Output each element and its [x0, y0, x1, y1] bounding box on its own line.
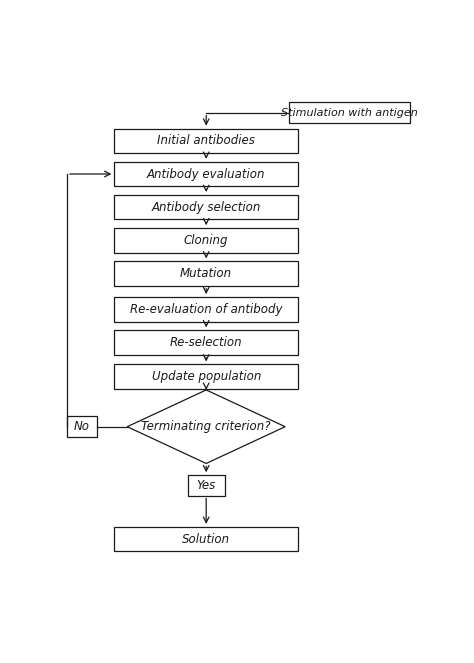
- FancyBboxPatch shape: [114, 297, 298, 322]
- Text: Re-selection: Re-selection: [170, 336, 243, 349]
- FancyBboxPatch shape: [114, 162, 298, 186]
- FancyBboxPatch shape: [114, 330, 298, 355]
- Text: Solution: Solution: [182, 532, 230, 546]
- Text: Terminating criterion?: Terminating criterion?: [141, 420, 271, 433]
- FancyBboxPatch shape: [114, 365, 298, 389]
- Text: Antibody evaluation: Antibody evaluation: [147, 168, 265, 180]
- FancyBboxPatch shape: [114, 195, 298, 219]
- Text: Update population: Update population: [152, 370, 261, 383]
- Text: Stimulation with antigen: Stimulation with antigen: [281, 108, 418, 118]
- Text: No: No: [74, 420, 90, 433]
- Text: Yes: Yes: [197, 479, 216, 492]
- FancyBboxPatch shape: [114, 129, 298, 153]
- FancyBboxPatch shape: [114, 261, 298, 286]
- Text: Initial antibodies: Initial antibodies: [157, 135, 255, 147]
- FancyBboxPatch shape: [289, 102, 410, 123]
- FancyBboxPatch shape: [188, 475, 225, 496]
- Text: Antibody selection: Antibody selection: [152, 201, 261, 213]
- Text: Cloning: Cloning: [184, 234, 228, 247]
- FancyBboxPatch shape: [114, 527, 298, 551]
- FancyBboxPatch shape: [114, 228, 298, 253]
- Polygon shape: [127, 390, 285, 463]
- Text: Re-evaluation of antibody: Re-evaluation of antibody: [130, 303, 283, 316]
- Text: Mutation: Mutation: [180, 267, 232, 280]
- FancyBboxPatch shape: [67, 416, 97, 437]
